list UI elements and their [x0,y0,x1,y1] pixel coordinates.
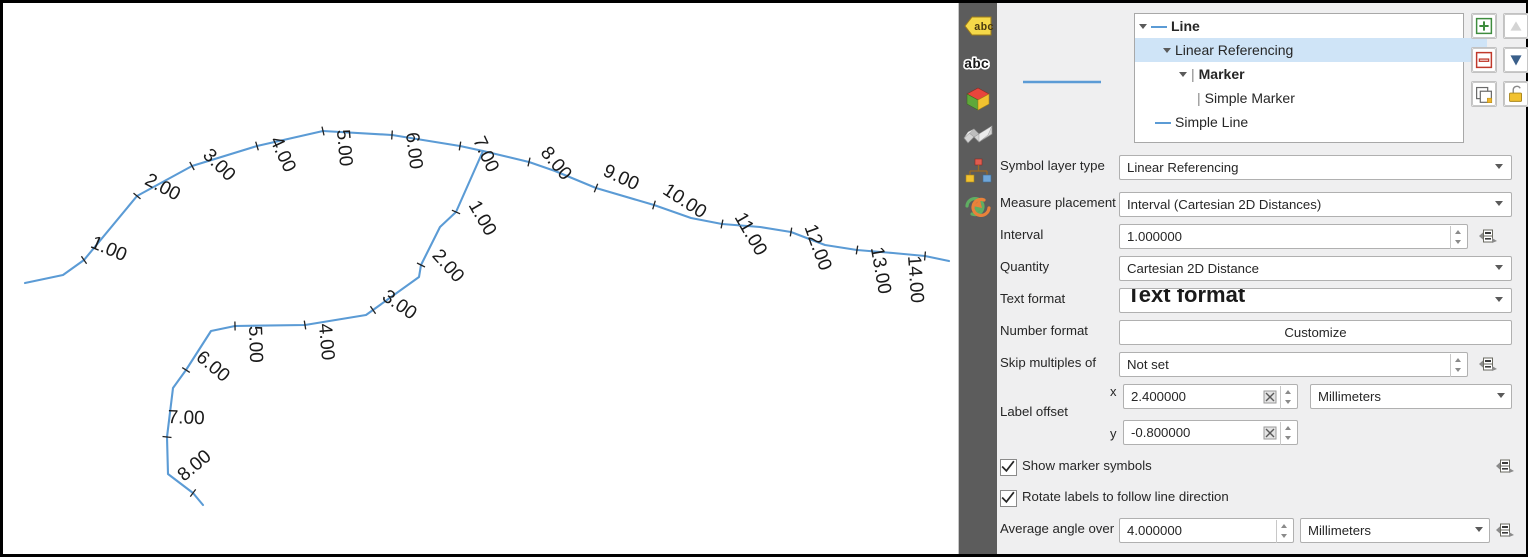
svg-text:1.00: 1.00 [88,232,130,266]
svg-text:4.00: 4.00 [265,133,300,175]
svg-text:3.00: 3.00 [198,145,239,186]
svg-text:4.00: 4.00 [314,323,338,362]
svg-text:1.00: 1.00 [464,197,501,240]
svg-text:12.00: 12.00 [800,222,836,274]
svg-text:2.00: 2.00 [428,245,468,287]
svg-text:8.00: 8.00 [536,143,576,185]
svg-text:5.00: 5.00 [332,129,356,168]
svg-text:11.00: 11.00 [730,209,771,259]
svg-text:3.00: 3.00 [378,286,420,324]
svg-text:6.00: 6.00 [401,131,426,170]
svg-text:14.00: 14.00 [903,255,927,304]
svg-text:5.00: 5.00 [244,325,266,363]
svg-text:abc: abc [974,22,994,34]
svg-text:7.00: 7.00 [468,133,503,175]
svg-text:8.00: 8.00 [174,446,216,486]
svg-text:abc: abc [964,57,989,73]
svg-text:7.00: 7.00 [167,407,205,429]
